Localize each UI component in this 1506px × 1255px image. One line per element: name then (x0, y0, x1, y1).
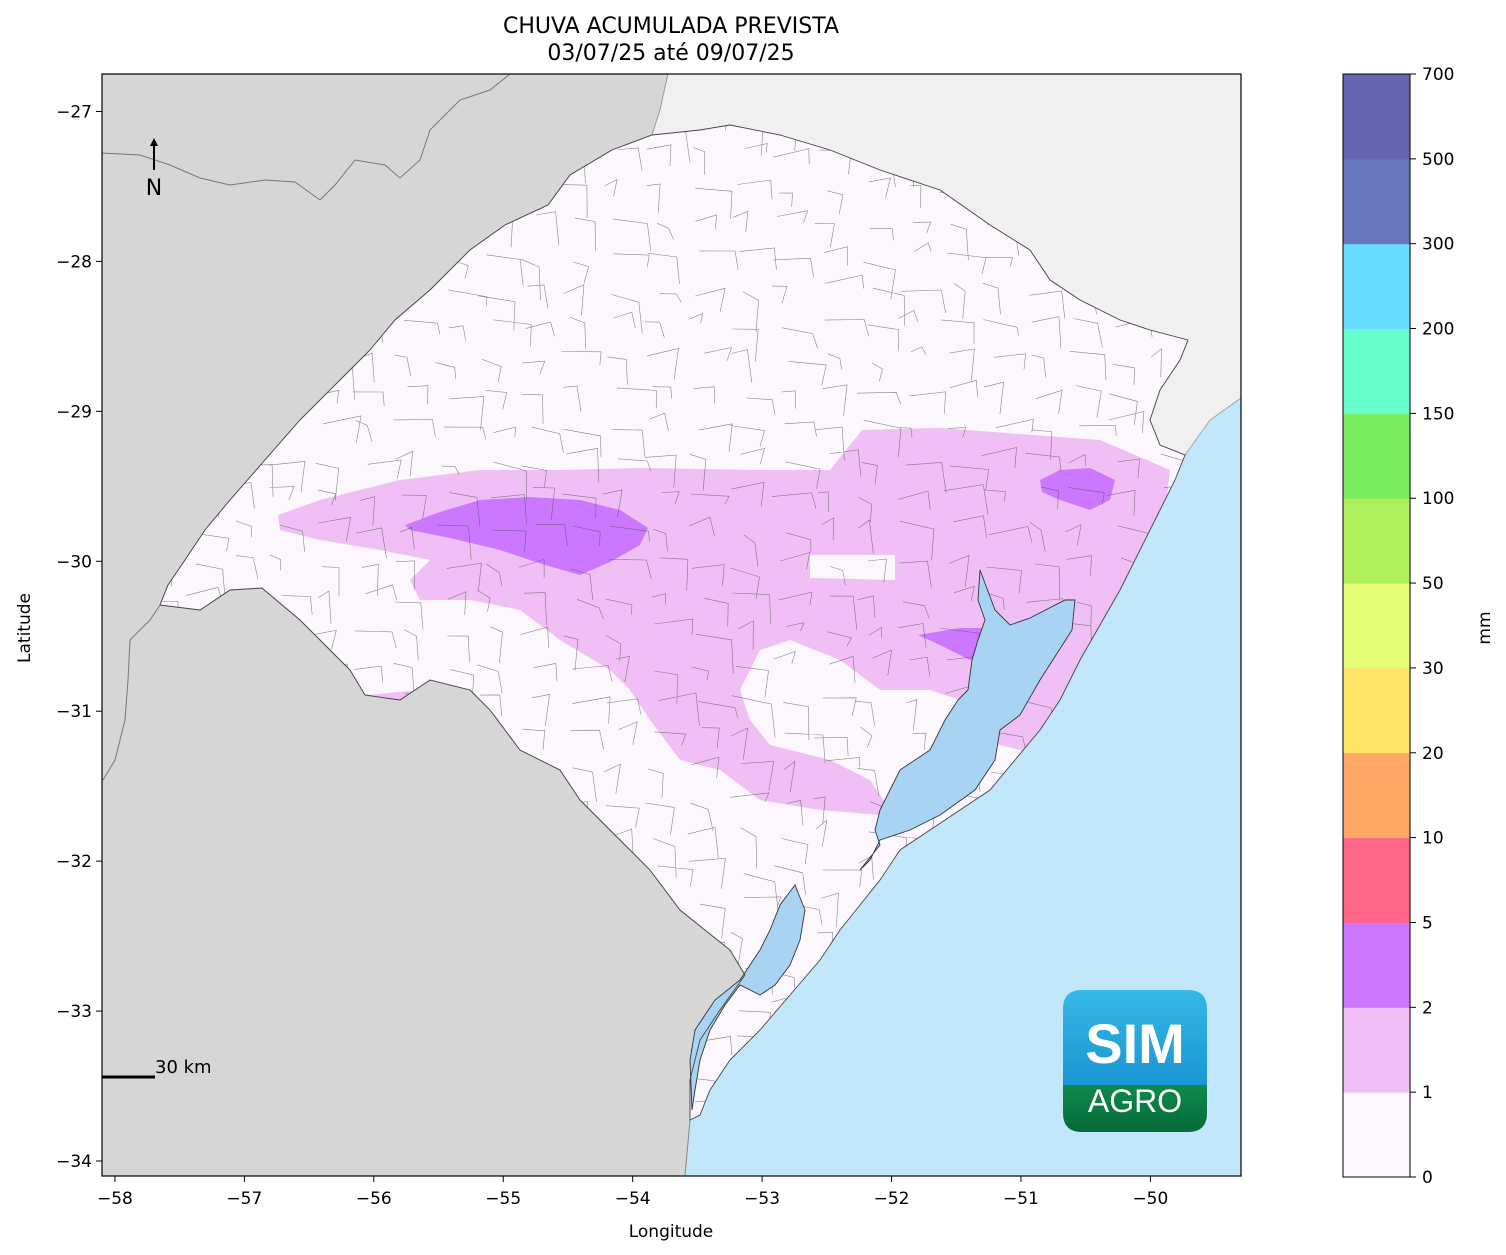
colorbar-bin (1343, 837, 1410, 923)
x-tick-label: −50 (1132, 1189, 1168, 1209)
north-arrow: N (146, 138, 162, 201)
x-tick-label: −53 (744, 1189, 780, 1209)
colorbar-frame (1342, 73, 1411, 1178)
colorbar-bin (1343, 1092, 1410, 1178)
y-tick-label: −30 (56, 552, 92, 572)
river-border (102, 74, 511, 201)
y-tick-label: −32 (56, 852, 92, 872)
x-axis-ticks: −58 −57 −56 −55 −54 −53 −52 −51 −50 (97, 1176, 1168, 1209)
map-frame (101, 73, 1242, 1177)
y-axis-ticks: −27 −28 −29 −30 −31 −32 −33 −34 (56, 102, 102, 1172)
rain-band-1-2mm-coast (1020, 665, 1080, 755)
colorbar-tick-label: 100 (1422, 489, 1454, 509)
logo-bottom-text: AGRO (1088, 1083, 1182, 1119)
x-tick-label: −56 (356, 1189, 392, 1209)
x-tick-label: −54 (615, 1189, 651, 1209)
river-border-west (102, 604, 161, 781)
lagoa-mirim (689, 884, 806, 1111)
colorbar-tick-label: 5 (1422, 913, 1433, 933)
y-tick-label: −34 (56, 1152, 92, 1172)
colorbar-tick-label: 700 (1422, 65, 1454, 85)
colorbar-tick-label: 30 (1422, 659, 1444, 679)
colorbar-bin (1343, 752, 1410, 839)
map-title-line1: CHUVA ACUMULADA PREVISTA (503, 14, 839, 39)
logo-top-text: SIM (1085, 1012, 1185, 1075)
colorbar-bin (1343, 1007, 1410, 1093)
rain-band-2-5mm-west (405, 497, 648, 575)
colorbar: 0 1 2 5 10 20 30 50 100 150 200 300 500 700 (1342, 65, 1454, 1188)
colorbar-bin (1343, 922, 1410, 1008)
y-tick-label: −28 (56, 252, 92, 272)
colorbar-bin (1343, 413, 1410, 499)
colorbar-tick-label: 10 (1422, 829, 1444, 849)
colorbar-tick-label: 2 (1422, 998, 1433, 1018)
colorbar-bin (1343, 158, 1410, 245)
lagoa-dos-patos (859, 569, 1076, 871)
colorbar-tick-label: 200 (1422, 320, 1454, 340)
x-axis-label: Longitude (629, 1222, 714, 1242)
colorbar-tick-label: 1 (1422, 1083, 1433, 1103)
x-tick-label: −52 (874, 1189, 910, 1209)
y-tick-label: −33 (56, 1002, 92, 1022)
colorbar-tick-label: 20 (1422, 744, 1444, 764)
y-axis-label: Latitude (15, 593, 35, 663)
map-area: N 30 km SIM AGRO (102, 74, 1241, 1176)
colorbar-tick-label: 50 (1422, 574, 1444, 594)
y-tick-label: −27 (56, 102, 92, 122)
colorbar-bin (1343, 583, 1410, 669)
scale-bar-label: 30 km (155, 1057, 212, 1078)
x-tick-label: −51 (1003, 1189, 1039, 1209)
colorbar-tick-label: 500 (1422, 150, 1454, 170)
y-tick-label: −31 (56, 702, 92, 722)
y-tick-label: −29 (56, 402, 92, 422)
colorbar-label: mm (1475, 611, 1495, 644)
scale-bar: 30 km (102, 1057, 212, 1079)
colorbar-bin (1343, 74, 1410, 160)
colorbar-tick-label: 0 (1422, 1168, 1433, 1188)
colorbar-bin (1343, 243, 1410, 330)
x-tick-label: −55 (485, 1189, 521, 1209)
colorbar-bin (1343, 667, 1410, 754)
colorbar-bin (1343, 498, 1410, 584)
sim-agro-logo: SIM AGRO (1063, 990, 1207, 1132)
colorbar-tick-label: 300 (1422, 235, 1454, 255)
north-arrow-label: N (146, 176, 162, 201)
state-outline (159, 124, 1189, 1121)
rain-free-patch (810, 555, 895, 580)
x-tick-label: −58 (97, 1189, 133, 1209)
colorbar-bin (1343, 328, 1410, 414)
colorbar-tick-label: 150 (1422, 404, 1454, 424)
x-tick-label: −57 (226, 1189, 262, 1209)
map-title-line2: 03/07/25 até 09/07/25 (547, 41, 794, 66)
